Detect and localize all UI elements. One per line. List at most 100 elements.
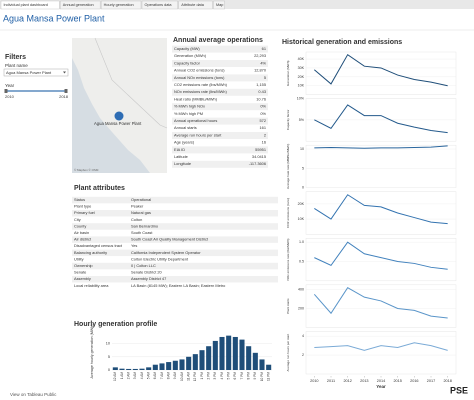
map-border bbox=[94, 37, 168, 129]
x-tick-label: 6 AM bbox=[153, 372, 157, 380]
tab-label[interactable]: Map bbox=[216, 3, 223, 7]
tab-label[interactable]: Individual plant dashboard bbox=[4, 3, 48, 7]
y-tick-label: 30K bbox=[298, 66, 305, 70]
panel-title: Average run hours per start bbox=[286, 334, 290, 372]
plant-marker[interactable] bbox=[114, 111, 124, 121]
year-min: 2010 bbox=[5, 94, 15, 99]
logo: PSE bbox=[450, 385, 468, 395]
x-tick-label: 11 PM bbox=[267, 372, 271, 381]
series-line bbox=[313, 287, 448, 319]
year-label: Year bbox=[5, 83, 15, 88]
y-tick-label: 10% bbox=[297, 97, 305, 101]
row-value: South Coast Air Quality Management Distr… bbox=[131, 237, 209, 242]
row-value: 10.76 bbox=[256, 96, 266, 101]
row-value: 572 bbox=[260, 118, 267, 123]
map-label: Agua Mansa Power Plant bbox=[94, 121, 142, 126]
row-stripe bbox=[172, 45, 268, 53]
row-key: Annual starts bbox=[174, 125, 197, 130]
row-key: Air district bbox=[74, 237, 92, 242]
plant-value[interactable]: Agua Mansa Power Plant bbox=[6, 70, 52, 75]
x-tick-label: 8 PM bbox=[247, 372, 251, 380]
row-key: Utility bbox=[74, 256, 84, 261]
attributes-title: Plant attributes bbox=[74, 185, 125, 192]
dropdown-arrow[interactable] bbox=[63, 71, 66, 74]
bar bbox=[146, 367, 152, 370]
row-stripe bbox=[172, 160, 268, 168]
row-value: 22,293 bbox=[254, 53, 266, 58]
row-stripe bbox=[72, 276, 278, 283]
y-tick-label: 10K bbox=[298, 217, 305, 221]
row-stripe bbox=[72, 249, 278, 257]
x-tick-label: 2 PM bbox=[207, 372, 211, 380]
row-value: 16 bbox=[262, 140, 266, 145]
row-key: Annual NOx emissions (tons) bbox=[174, 75, 225, 80]
series-line bbox=[314, 241, 448, 270]
y-tick-label: 20K bbox=[298, 202, 305, 206]
panel-title: Capacity factor bbox=[286, 110, 290, 131]
row-stripe bbox=[172, 146, 268, 154]
tab[interactable] bbox=[141, 0, 178, 10]
tableau-link[interactable]: View on Tableau Public bbox=[10, 392, 57, 397]
row-key: Disadvantaged census tract bbox=[74, 243, 123, 248]
slider-handle[interactable] bbox=[64, 89, 68, 93]
bar bbox=[206, 346, 212, 370]
x-tick-label: 3 AM bbox=[133, 372, 137, 380]
tab[interactable] bbox=[60, 0, 101, 10]
row-key: City bbox=[74, 217, 81, 222]
tab[interactable] bbox=[213, 0, 225, 10]
bar bbox=[232, 336, 238, 370]
tab[interactable] bbox=[178, 0, 213, 10]
plant-dropdown[interactable] bbox=[3, 68, 69, 77]
row-value: 2 bbox=[264, 132, 266, 137]
row-key: Latitude bbox=[174, 154, 188, 159]
tab-label[interactable]: Annual generation bbox=[63, 3, 94, 7]
x-tick-label: 1 PM bbox=[200, 372, 204, 380]
row-key: % MWh high PM bbox=[174, 111, 203, 116]
tab[interactable] bbox=[0, 0, 60, 10]
panel-title: CO2 emissions (tons) bbox=[286, 198, 290, 228]
page-title: Agua Mansa Power Plant bbox=[3, 13, 105, 23]
panel-title: NOx emissions rate (lbs/MWh) bbox=[286, 239, 290, 281]
row-key: Age (years) bbox=[174, 140, 195, 145]
x-tick-label: 12 PM bbox=[193, 372, 197, 382]
bar bbox=[112, 367, 118, 370]
x-tick-label: 2013 bbox=[360, 379, 368, 383]
map-attribution: © Mapbox © OSM bbox=[74, 168, 99, 172]
y-axis-title: Average hourly generation (MWh) bbox=[90, 325, 94, 379]
series-line bbox=[314, 194, 448, 225]
y-tick-label: 1.0 bbox=[299, 240, 304, 244]
tab-bar bbox=[0, 0, 474, 9]
row-stripe bbox=[172, 60, 268, 67]
y-tick-label: 10 bbox=[300, 147, 304, 151]
row-stripe bbox=[172, 74, 268, 82]
bar bbox=[132, 368, 138, 370]
row-key: Primary fuel bbox=[74, 210, 95, 215]
panel-frame bbox=[305, 284, 457, 328]
x-tick-label: 2012 bbox=[343, 379, 351, 383]
row-value: 4% bbox=[260, 60, 266, 65]
x-tick-label: 7 AM bbox=[160, 372, 164, 380]
year-max: 2018 bbox=[59, 94, 69, 99]
row-value: 0.43 bbox=[258, 89, 266, 94]
row-value: 55951 bbox=[255, 147, 266, 152]
history-title: Historical generation and emissions bbox=[282, 39, 402, 46]
bar bbox=[212, 340, 218, 370]
row-key: Assembly bbox=[74, 276, 91, 281]
row-stripe bbox=[72, 210, 278, 217]
bar bbox=[126, 368, 132, 370]
tab-label[interactable]: Operations data bbox=[145, 3, 173, 7]
bar bbox=[166, 362, 172, 370]
tab-label[interactable]: Hourly generation bbox=[104, 3, 134, 7]
x-tick-label: 8 AM bbox=[167, 372, 171, 380]
bar bbox=[159, 363, 165, 370]
row-value: Operational bbox=[131, 197, 151, 202]
y-tick-label: 0 bbox=[302, 186, 304, 190]
x-axis-title: Year bbox=[376, 384, 386, 389]
x-tick-label: 9 AM bbox=[173, 372, 177, 380]
row-value: South Coast bbox=[131, 230, 153, 235]
tab[interactable] bbox=[100, 0, 142, 10]
slider-handle[interactable] bbox=[4, 89, 8, 93]
row-key: NOx emissions rate (lbs/MWh) bbox=[174, 89, 227, 94]
row-value: 0 | Colton LLC bbox=[131, 263, 156, 268]
tab-label[interactable]: Attribute data bbox=[181, 3, 204, 7]
